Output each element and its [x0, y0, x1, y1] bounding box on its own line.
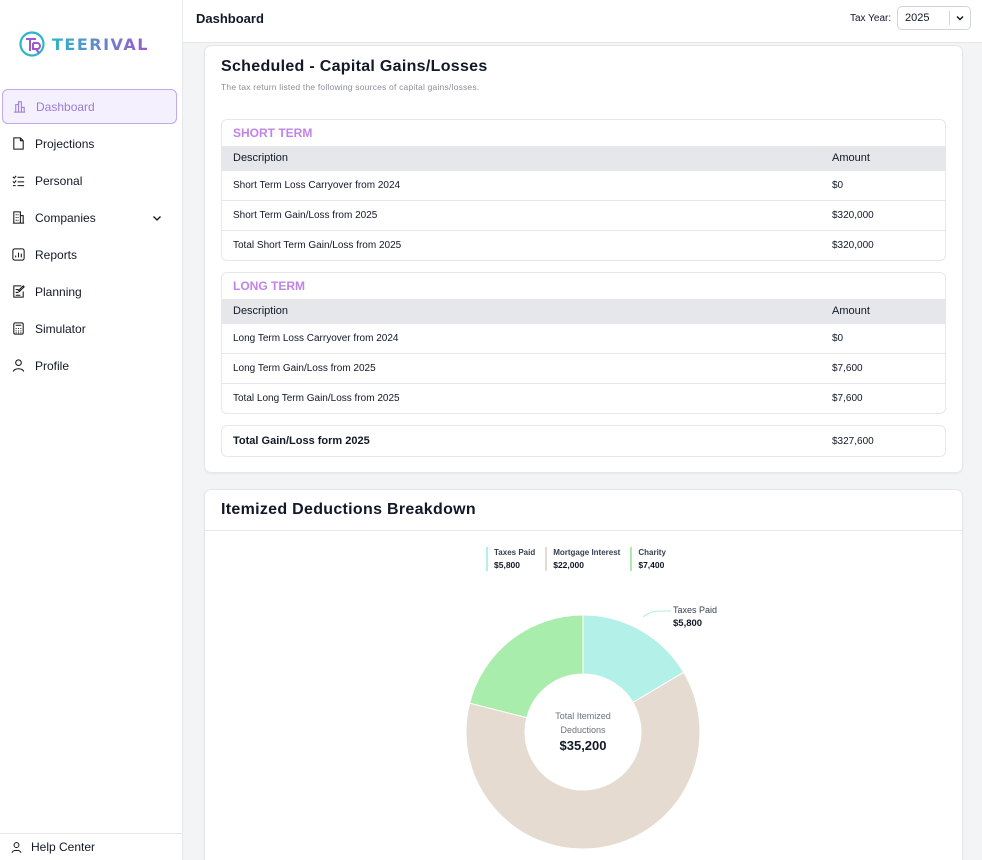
sidebar-nav: Dashboard Projections Personal Companies…: [0, 89, 183, 385]
center-label-line1: Total Itemized: [555, 711, 611, 721]
sidebar-item-personal[interactable]: Personal: [2, 163, 177, 198]
callout-value: $5,800: [673, 618, 702, 629]
sidebar-item-label: Projections: [35, 136, 95, 151]
row-description: Long Term Gain/Loss from 2025: [233, 363, 376, 374]
help-center-link[interactable]: Help Center: [0, 833, 183, 860]
card-title: Itemized Deductions Breakdown: [221, 501, 476, 518]
long-term-title: LONG TERM: [233, 279, 305, 293]
long-term-table: LONG TERM Description Amount Long Term L…: [221, 272, 946, 414]
edit-note-icon: [13, 285, 25, 298]
sidebar-item-label: Dashboard: [36, 99, 95, 114]
select-divider: [949, 11, 950, 25]
legend-item-mortgage-interest[interactable]: Mortgage Interest $22,000: [545, 547, 620, 571]
legend-value: $5,800: [494, 560, 520, 570]
checklist-icon: [12, 175, 25, 187]
row-amount: $320,000: [832, 240, 874, 251]
calculator-icon: [13, 322, 24, 335]
chart-legend: Taxes Paid $5,800 Mortgage Interest $22,…: [486, 547, 666, 571]
card-divider: [205, 530, 962, 531]
total-gain-loss-row: Total Gain/Loss form 2025 $327,600: [221, 425, 946, 457]
callout-line: [642, 610, 671, 618]
column-header-description: Description: [233, 152, 289, 164]
chevron-down-icon[interactable]: [955, 13, 965, 23]
itemized-deductions-card: Itemized Deductions Breakdown Taxes Paid…: [204, 489, 963, 860]
table-row: Total Long Term Gain/Loss from 2025 $7,6…: [222, 383, 945, 413]
short-term-title: SHORT TERM: [233, 126, 313, 140]
capital-gains-card: Scheduled - Capital Gains/Losses The tax…: [204, 45, 963, 473]
legend-item-charity[interactable]: Charity $7,400: [630, 547, 666, 571]
help-center-label: Help Center: [31, 840, 96, 854]
column-header-description: Description: [233, 305, 289, 317]
center-total-value: $35,200: [560, 738, 607, 753]
legend-label: Mortgage Interest: [553, 548, 621, 557]
row-amount: $7,600: [832, 393, 863, 404]
row-amount: $0: [832, 333, 844, 344]
legend-value: $22,000: [553, 560, 584, 570]
sidebar-item-label: Planning: [35, 284, 82, 299]
sidebar-item-label: Companies: [35, 210, 96, 225]
row-description: Total Long Term Gain/Loss from 2025: [233, 393, 400, 404]
row-amount: $320,000: [832, 210, 874, 221]
sidebar-item-planning[interactable]: Planning: [2, 274, 177, 309]
column-header-amount: Amount: [832, 305, 870, 317]
slice-charity[interactable]: [469, 614, 584, 719]
logo-text: TEERIVAL: [52, 34, 149, 54]
row-description: Total Short Term Gain/Loss from 2025: [233, 240, 402, 251]
donut-chart: Taxes Paid $5,800 Total Itemized Deducti…: [465, 605, 717, 850]
center-label-line2: Deductions: [560, 725, 606, 735]
legend-item-taxes-paid[interactable]: Taxes Paid $5,800: [486, 547, 535, 571]
row-description: Short Term Loss Carryover from 2024: [233, 180, 401, 191]
tax-year-select[interactable]: 2025: [897, 6, 971, 30]
sidebar-item-companies[interactable]: Companies: [2, 200, 177, 235]
card-title: Scheduled - Capital Gains/Losses: [221, 58, 488, 75]
total-label: Total Gain/Loss form 2025: [233, 435, 370, 447]
sidebar-item-projections[interactable]: Projections: [2, 126, 177, 161]
user-icon: [12, 359, 25, 372]
row-amount: $0: [832, 180, 844, 191]
table-row: Short Term Gain/Loss from 2025 $320,000: [222, 200, 945, 230]
table-header: Description Amount: [222, 299, 945, 323]
legend-label: Charity: [638, 548, 666, 557]
logo-icon: [19, 31, 45, 57]
table-row: Long Term Gain/Loss from 2025 $7,600: [222, 353, 945, 383]
donut-slices: [465, 614, 701, 850]
chevron-down-icon[interactable]: [151, 212, 163, 224]
legend-value: $7,400: [638, 560, 665, 570]
sidebar-item-label: Personal: [35, 173, 83, 188]
building-icon: [12, 211, 25, 224]
page-title: Dashboard: [196, 11, 264, 26]
slice-mortgage-interest[interactable]: [465, 671, 701, 850]
callout-label: Taxes Paid: [673, 605, 717, 615]
total-amount: $327,600: [832, 435, 874, 447]
sidebar-item-simulator[interactable]: Simulator: [2, 311, 177, 346]
table-row: Total Short Term Gain/Loss from 2025 $32…: [222, 230, 945, 260]
tax-year-label: Tax Year:: [850, 13, 892, 24]
user-icon: [11, 841, 22, 853]
bar-chart-icon: [13, 101, 26, 113]
sidebar-item-profile[interactable]: Profile: [2, 348, 177, 383]
legend-label: Taxes Paid: [494, 548, 536, 557]
report-chart-icon: [12, 248, 25, 261]
sidebar-item-reports[interactable]: Reports: [2, 237, 177, 272]
column-header-amount: Amount: [832, 152, 870, 164]
sidebar-item-dashboard[interactable]: Dashboard: [2, 89, 177, 124]
row-amount: $7,600: [832, 363, 863, 374]
row-description: Long Term Loss Carryover from 2024: [233, 333, 399, 344]
table-row: Short Term Loss Carryover from 2024 $0: [222, 170, 945, 200]
document-icon: [13, 137, 24, 150]
tax-year-value: 2025: [905, 12, 930, 24]
sidebar-item-label: Profile: [35, 358, 70, 373]
table-row: Long Term Loss Carryover from 2024 $0: [222, 323, 945, 353]
sidebar: TEERIVAL Dashboard Projections Personal …: [0, 0, 183, 860]
sidebar-item-label: Simulator: [35, 321, 86, 336]
table-header: Description Amount: [222, 146, 945, 170]
top-header: Dashboard Tax Year: 2025: [183, 0, 982, 43]
logo[interactable]: TEERIVAL: [18, 30, 149, 58]
short-term-table: SHORT TERM Description Amount Short Term…: [221, 119, 946, 261]
card-subtitle: The tax return listed the following sour…: [221, 82, 480, 92]
sidebar-item-label: Reports: [35, 247, 78, 262]
row-description: Short Term Gain/Loss from 2025: [233, 210, 378, 221]
